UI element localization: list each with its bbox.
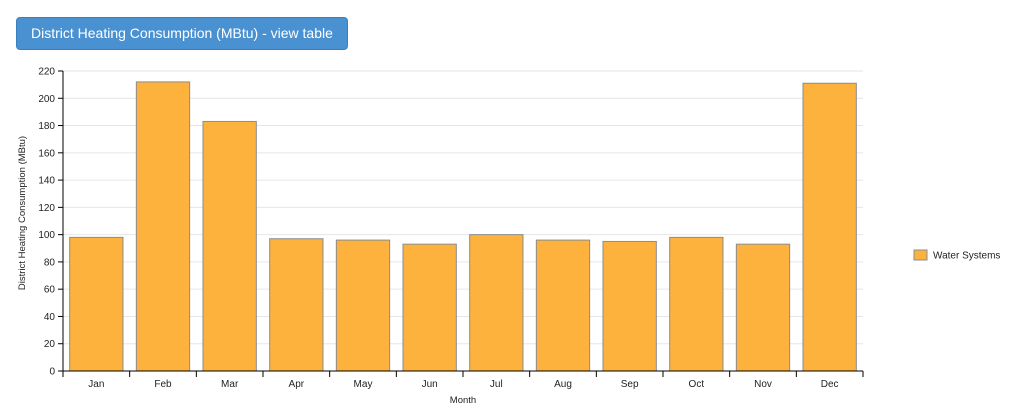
x-tick-label: Mar — [221, 379, 239, 390]
legend-label: Water Systems — [933, 251, 1000, 262]
y-tick-label: 0 — [49, 367, 55, 378]
view-table-button[interactable]: District Heating Consumption (MBtu) - vi… — [16, 17, 348, 50]
x-tick-label: Jan — [88, 379, 104, 390]
x-tick-label: Jun — [422, 379, 438, 390]
y-tick-label: 60 — [44, 285, 56, 296]
bars — [69, 81, 857, 372]
legend-swatch — [913, 249, 928, 261]
bar-nov — [735, 243, 791, 372]
bar-apr — [269, 238, 324, 372]
x-tick-label: May — [354, 379, 373, 390]
bar-aug — [535, 239, 591, 372]
bar-jan — [69, 236, 124, 372]
x-tick-label: Dec — [821, 379, 839, 390]
y-tick-label: 160 — [38, 148, 55, 159]
y-tick-label: 100 — [38, 230, 55, 241]
y-tick-label: 200 — [38, 94, 55, 105]
y-axis-title: District Heating Consumption (MBtu) — [17, 136, 28, 290]
bar-sep — [602, 240, 657, 372]
bar-dec — [802, 82, 857, 372]
x-tick-label: Oct — [689, 379, 705, 390]
bar-jun — [402, 243, 457, 372]
y-tick-label: 80 — [44, 257, 56, 268]
axes: 0 20 40 60 80 100 120 140 160 180 200 220 Jan Feb Mar A… — [38, 67, 864, 390]
bar-jul — [469, 234, 524, 372]
x-tick-label: Sep — [621, 379, 639, 390]
x-axis-title: Month — [450, 395, 476, 406]
grid-lines — [63, 70, 863, 345]
x-tick-label: Feb — [154, 379, 172, 390]
x-tick-label: Apr — [289, 379, 305, 390]
y-tick-label: 120 — [38, 203, 55, 214]
x-tick-label: Nov — [754, 379, 772, 390]
bar-feb — [135, 81, 191, 372]
bar-mar — [202, 120, 257, 372]
y-tick-label: 220 — [38, 67, 55, 78]
legend: Water Systems — [913, 249, 1000, 262]
y-tick-label: 20 — [44, 339, 56, 350]
x-tick-label: Jul — [490, 379, 503, 390]
x-tick-label: Aug — [554, 379, 572, 390]
y-tick-label: 140 — [38, 176, 55, 187]
bar-oct — [669, 236, 724, 372]
y-tick-label: 180 — [38, 121, 55, 132]
bar-may — [335, 239, 391, 372]
y-tick-label: 40 — [44, 312, 56, 323]
